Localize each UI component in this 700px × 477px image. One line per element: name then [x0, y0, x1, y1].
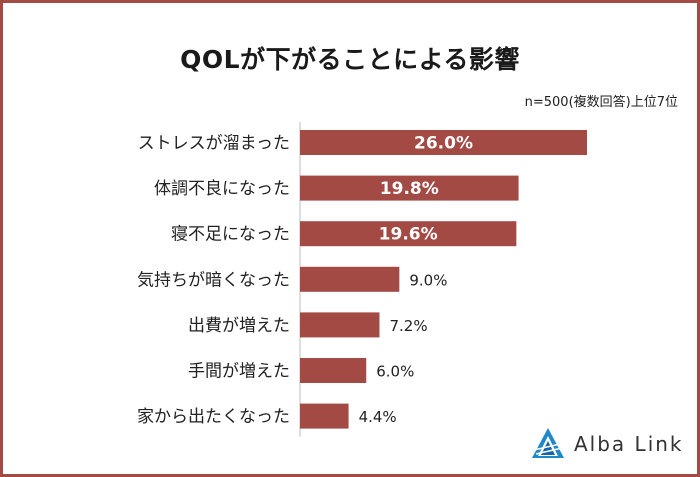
bar	[300, 266, 400, 292]
category-label: 家から出たくなった	[137, 407, 290, 427]
bar	[300, 312, 380, 338]
category-label: ストレスが溜まった	[138, 134, 290, 154]
data-label: 7.2%	[389, 317, 427, 335]
category-label: 気持ちが暗くなった	[137, 270, 290, 290]
data-label: 6.0%	[376, 363, 414, 381]
data-label: 19.8%	[380, 179, 439, 199]
alba-link-logo-icon	[532, 428, 564, 458]
chart-title: QOLが下がることによる影響	[180, 45, 520, 74]
data-label: 9.0%	[409, 271, 447, 289]
category-label: 出費が増えた	[188, 316, 290, 336]
category-label: 手間が増えた	[188, 362, 290, 382]
brand-logo: Alba Link	[530, 426, 684, 462]
bar	[300, 175, 519, 201]
data-label: 4.4%	[359, 408, 397, 426]
bar	[300, 130, 587, 155]
category-label: 寝不足になった	[171, 224, 290, 245]
category-label: 体調不良になった	[154, 179, 290, 199]
bar	[300, 221, 517, 247]
data-label: 26.0%	[414, 134, 473, 154]
bar	[300, 358, 367, 383]
data-label: 19.6%	[379, 225, 438, 245]
brand-name: Alba Link	[574, 432, 684, 456]
bar	[300, 403, 349, 429]
sample-note: n=500(複数回答)上位7位	[524, 95, 678, 110]
